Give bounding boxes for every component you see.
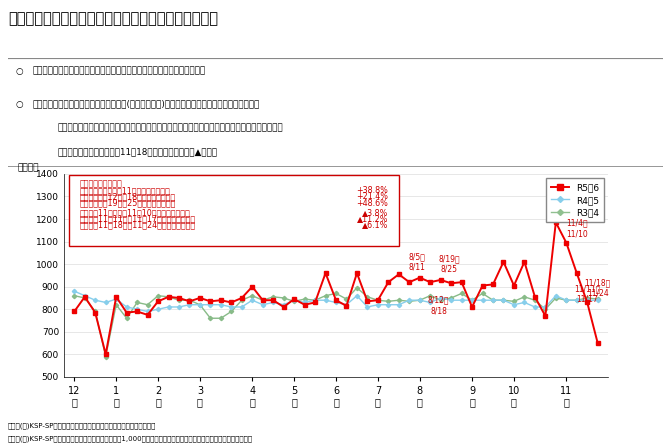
Text: 8/12～
8/18: 8/12～ 8/18 [428,296,450,315]
Text: 注１：(株)KSP-SPが提供するＰＯＳデータは、全国約1,000店舗のスーパーから購入したデータに基づくものである。: 注１：(株)KSP-SPが提供するＰＯＳデータは、全国約1,000店舗のスーパー… [8,435,253,442]
Text: 資料：(株)KSP-SPが提供するＰＯＳデータに基づいて農林水産省が作成: 資料：(株)KSP-SPが提供するＰＯＳデータに基づいて農林水産省が作成 [8,422,157,429]
Text: （トン）: （トン） [17,163,39,172]
Text: 令和６年８月19日～25日の対前年同期比: 令和６年８月19日～25日の対前年同期比 [79,198,176,207]
Text: 令和６年８月５日～11日の対前年同期比: 令和６年８月５日～11日の対前年同期比 [79,186,170,195]
Text: 令和６年11月18日～11月24日の対前年同期比: 令和６年11月18日～11月24日の対前年同期比 [79,220,196,229]
Text: ○: ○ [16,67,24,76]
Text: +38.8%: +38.8% [356,186,388,195]
Text: （直近の販売状況）: （直近の販売状況） [79,180,122,189]
Text: 8/19～
8/25: 8/19～ 8/25 [438,254,460,273]
Text: 令和６年４月以降の販売量は、令和４年及び５年と比較して堅調に推移。: 令和６年４月以降の販売量は、令和４年及び５年と比較して堅調に推移。 [33,67,206,76]
Text: 令和６年８月は南海トラフ地震臨時情報(８月８日発表)、その後の地震、台風等による買い込み: 令和６年８月は南海トラフ地震臨時情報(８月８日発表)、その後の地震、台風等による… [33,99,260,108]
Text: ▲11.2%: ▲11.2% [357,214,388,223]
Text: +48.6%: +48.6% [356,198,388,207]
Bar [69,175,398,246]
Text: +21.4%: +21.4% [356,192,388,202]
Text: 年を下回る水準で推移し、11月18日の週は対前年同期▲６％。: 年を下回る水準で推移し、11月18日の週は対前年同期▲６％。 [57,148,217,157]
Text: 令和６年11月11日～11月17日の対前年同期比: 令和６年11月11日～11月17日の対前年同期比 [79,214,196,223]
Text: 8/5～
8/11: 8/5～ 8/11 [408,252,425,271]
Text: 11/11～
11/17: 11/11～ 11/17 [574,285,600,304]
Text: 令和６年８月12日～18日の対前年同期比: 令和６年８月12日～18日の対前年同期比 [79,192,175,202]
Legend: R5／6, R4／5, R3／4: R5／6, R4／5, R3／4 [546,178,603,222]
Text: 令和６年11月４日～11月10日の対前年同期比: 令和６年11月４日～11月10日の対前年同期比 [79,208,190,217]
FancyBboxPatch shape [0,58,671,167]
Text: スーパーでの販売数量の推移（ＰＯＳデータ　全国）: スーパーでの販売数量の推移（ＰＯＳデータ 全国） [8,11,218,26]
Text: 需要が発生したこと等により、８月５日以降伸びが著しい週が３週継続。９月２日以降の週は前: 需要が発生したこと等により、８月５日以降伸びが著しい週が３週継続。９月２日以降の… [57,124,283,132]
Text: ▲3.8%: ▲3.8% [362,208,388,217]
Text: 11/4～
11/10: 11/4～ 11/10 [566,219,587,238]
Text: ▲6.1%: ▲6.1% [362,220,388,229]
Text: 11/18～
11/24: 11/18～ 11/24 [585,279,611,298]
Text: ○: ○ [16,99,24,108]
